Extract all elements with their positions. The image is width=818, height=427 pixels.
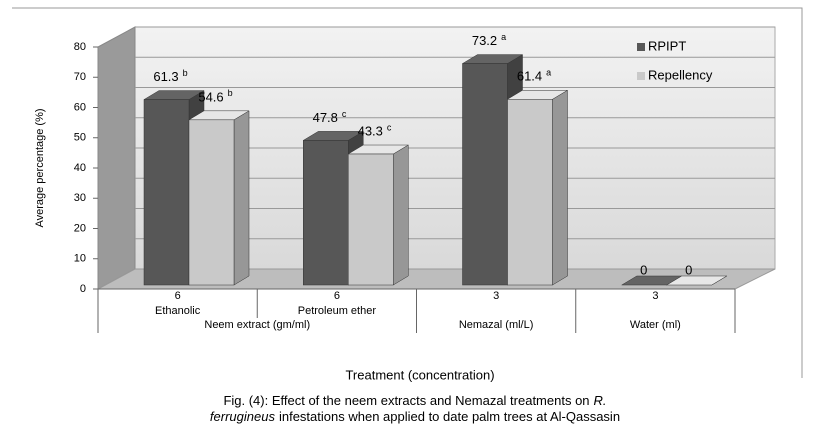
- x-axis-title: Treatment (concentration): [345, 367, 494, 382]
- y-tick-label: 80: [74, 41, 86, 53]
- x-tick-label: 6: [334, 290, 340, 302]
- bar: [462, 63, 508, 286]
- y-tick-label: 40: [74, 162, 86, 174]
- caption-text: infestations when applied to date palm t…: [279, 409, 620, 424]
- side-wall: [97, 26, 136, 290]
- caption-text: Fig. (4): Effect of the neem extracts an…: [223, 393, 589, 408]
- x-sub-label: Petroleum ether: [298, 305, 377, 317]
- x-sub-label: Ethanolic: [155, 305, 201, 317]
- x-group-label: Neem extract (gm/ml): [204, 319, 310, 331]
- significance-letter: b: [228, 88, 233, 98]
- y-axis-title: Average percentage (%): [34, 108, 46, 227]
- bar-side: [393, 144, 409, 286]
- x-tick-label: 6: [175, 290, 181, 302]
- legend-swatch: [637, 72, 645, 80]
- x-tick-label: 3: [652, 290, 658, 302]
- y-tick-label: 10: [74, 253, 86, 265]
- bar: [303, 140, 349, 286]
- value-label: 61.4: [517, 69, 542, 84]
- value-label: 43.3: [358, 123, 383, 138]
- value-label: 47.8: [313, 110, 338, 125]
- bar-top: [665, 275, 728, 286]
- caption-italic: ferrugineus: [210, 409, 276, 424]
- value-label: 54.6: [198, 89, 223, 104]
- value-label: 0: [640, 262, 647, 277]
- value-label: 61.3: [153, 69, 178, 84]
- x-tick-label: 3: [493, 290, 499, 302]
- bar: [348, 153, 394, 286]
- bar-side: [552, 89, 568, 286]
- y-tick-label: 0: [80, 283, 86, 295]
- frame: [12, 7, 803, 378]
- y-tick-label: 30: [74, 192, 86, 204]
- value-label: 73.2: [472, 33, 497, 48]
- caption-line: Fig. (4): Effect of the neem extracts an…: [223, 393, 606, 408]
- bar: [143, 99, 190, 286]
- y-tick-label: 20: [74, 222, 86, 234]
- y-tick-label: 60: [74, 101, 86, 113]
- bar: [188, 119, 235, 286]
- legend-label: Repellency: [648, 67, 713, 82]
- legend-swatch: [637, 43, 645, 51]
- legend-label: RPIPT: [648, 38, 686, 53]
- bar-side: [233, 110, 250, 286]
- x-group-label: Nemazal (ml/L): [459, 319, 534, 331]
- y-tick-label: 70: [74, 71, 86, 83]
- y-tick-label: 50: [74, 132, 86, 144]
- caption-line: ferrugineus infestations when applied to …: [210, 409, 620, 424]
- significance-letter: c: [342, 109, 347, 119]
- significance-letter: a: [546, 68, 551, 78]
- significance-letter: b: [183, 68, 188, 78]
- significance-letter: a: [501, 32, 506, 42]
- bar: [507, 99, 553, 286]
- significance-letter: c: [387, 122, 392, 132]
- caption-italic: R.: [594, 393, 607, 408]
- x-group-label: Water (ml): [630, 319, 681, 331]
- value-label: 0: [685, 262, 692, 277]
